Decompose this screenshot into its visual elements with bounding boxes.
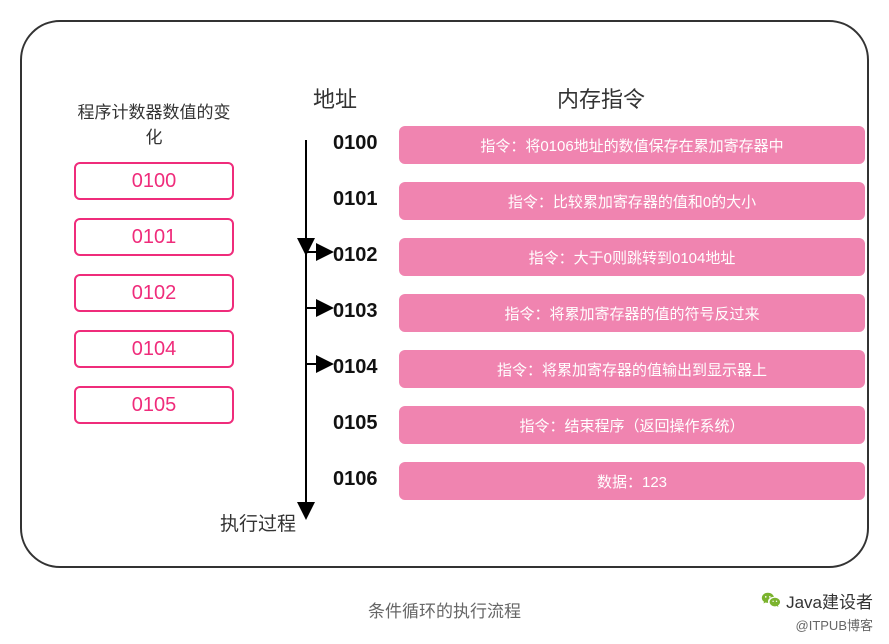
figure-caption: 条件循环的执行流程 bbox=[0, 597, 889, 622]
pc-value: 0102 bbox=[74, 274, 234, 312]
pc-value: 0104 bbox=[74, 330, 234, 368]
instruction-box: 指令：将0106地址的数值保存在累加寄存器中 bbox=[399, 126, 865, 164]
wechat-icon bbox=[760, 590, 782, 612]
execution-label: 执行过程 bbox=[220, 509, 296, 536]
address-label: 0102 bbox=[333, 244, 378, 267]
column-headers: 地址 内存指令 bbox=[297, 82, 857, 112]
brand-text-bottom: @ITPUB博客 bbox=[760, 615, 873, 634]
memory-row: 0100 指令：将0106地址的数值保存在累加寄存器中 bbox=[297, 126, 877, 164]
address-label: 0106 bbox=[333, 468, 378, 491]
memory-row: 0105 指令：结束程序（返回操作系统） bbox=[297, 406, 877, 444]
memory-row: 0106 数据：123 bbox=[297, 462, 877, 500]
address-label: 0101 bbox=[333, 188, 378, 211]
diagram-frame: 程序计数器数值的变化 0100 0101 0102 0104 0105 地址 内… bbox=[20, 20, 869, 568]
pc-title: 程序计数器数值的变化 bbox=[74, 98, 234, 148]
pc-value: 0101 bbox=[74, 218, 234, 256]
branding: Java建设者 @ITPUB博客 bbox=[760, 588, 873, 634]
memory-row: 0104 指令：将累加寄存器的值输出到显示器上 bbox=[297, 350, 877, 388]
instruction-box: 数据：123 bbox=[399, 462, 865, 500]
pc-value: 0105 bbox=[74, 386, 234, 424]
instruction-box: 指令：比较累加寄存器的值和0的大小 bbox=[399, 182, 865, 220]
memory-row: 0103 指令：将累加寄存器的值的符号反过来 bbox=[297, 294, 877, 332]
brand-text-top: Java建设者 bbox=[786, 588, 873, 613]
brand-line-1: Java建设者 bbox=[760, 588, 873, 613]
memory-row: 0102 指令：大于0则跳转到0104地址 bbox=[297, 238, 877, 276]
address-label: 0100 bbox=[333, 132, 378, 155]
address-label: 0105 bbox=[333, 412, 378, 435]
program-counter-column: 程序计数器数值的变化 0100 0101 0102 0104 0105 bbox=[74, 98, 234, 442]
instruction-box: 指令：大于0则跳转到0104地址 bbox=[399, 238, 865, 276]
address-label: 0103 bbox=[333, 300, 378, 323]
pc-value: 0100 bbox=[74, 162, 234, 200]
header-address: 地址 bbox=[313, 82, 357, 114]
instruction-box: 指令：将累加寄存器的值的符号反过来 bbox=[399, 294, 865, 332]
address-label: 0104 bbox=[333, 356, 378, 379]
header-instruction: 内存指令 bbox=[557, 82, 645, 114]
instruction-box: 指令：将累加寄存器的值输出到显示器上 bbox=[399, 350, 865, 388]
instruction-box: 指令：结束程序（返回操作系统） bbox=[399, 406, 865, 444]
memory-row: 0101 指令：比较累加寄存器的值和0的大小 bbox=[297, 182, 877, 220]
memory-rows: 0100 指令：将0106地址的数值保存在累加寄存器中 0101 指令：比较累加… bbox=[297, 126, 877, 518]
